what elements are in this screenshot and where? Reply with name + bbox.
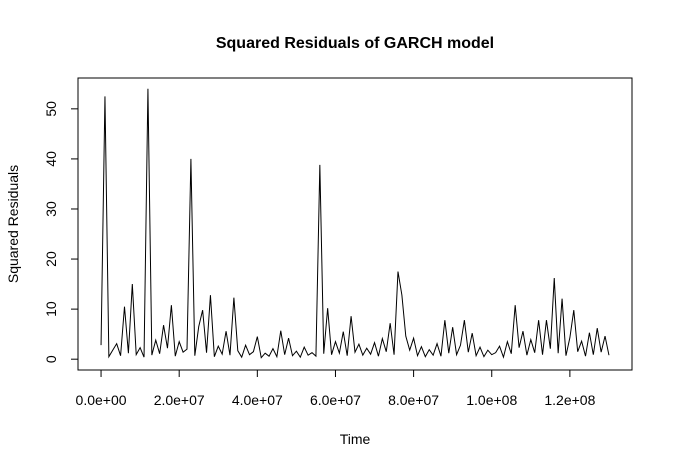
y-axis-label: Squared Residuals (5, 165, 21, 283)
y-tick-label: 50 (43, 101, 59, 117)
x-tick-label: 1.2e+08 (544, 392, 595, 408)
y-tick-label: 40 (43, 151, 59, 167)
data-line (100, 88, 610, 359)
chart-title: Squared Residuals of GARCH model (216, 35, 494, 52)
y-tick-label: 30 (43, 201, 59, 217)
x-tick-label: 0.0e+00 (76, 392, 127, 408)
y-tick-label: 0 (43, 355, 59, 363)
x-tick-label: 8.0e+07 (388, 392, 439, 408)
x-axis-label: Time (340, 431, 371, 447)
x-tick-label: 6.0e+07 (310, 392, 361, 408)
x-tick-label: 4.0e+07 (232, 392, 283, 408)
y-tick-label: 20 (43, 251, 59, 267)
x-tick-label: 2.0e+07 (154, 392, 205, 408)
y-tick-label: 10 (43, 301, 59, 317)
x-tick-label: 1.0e+08 (466, 392, 517, 408)
